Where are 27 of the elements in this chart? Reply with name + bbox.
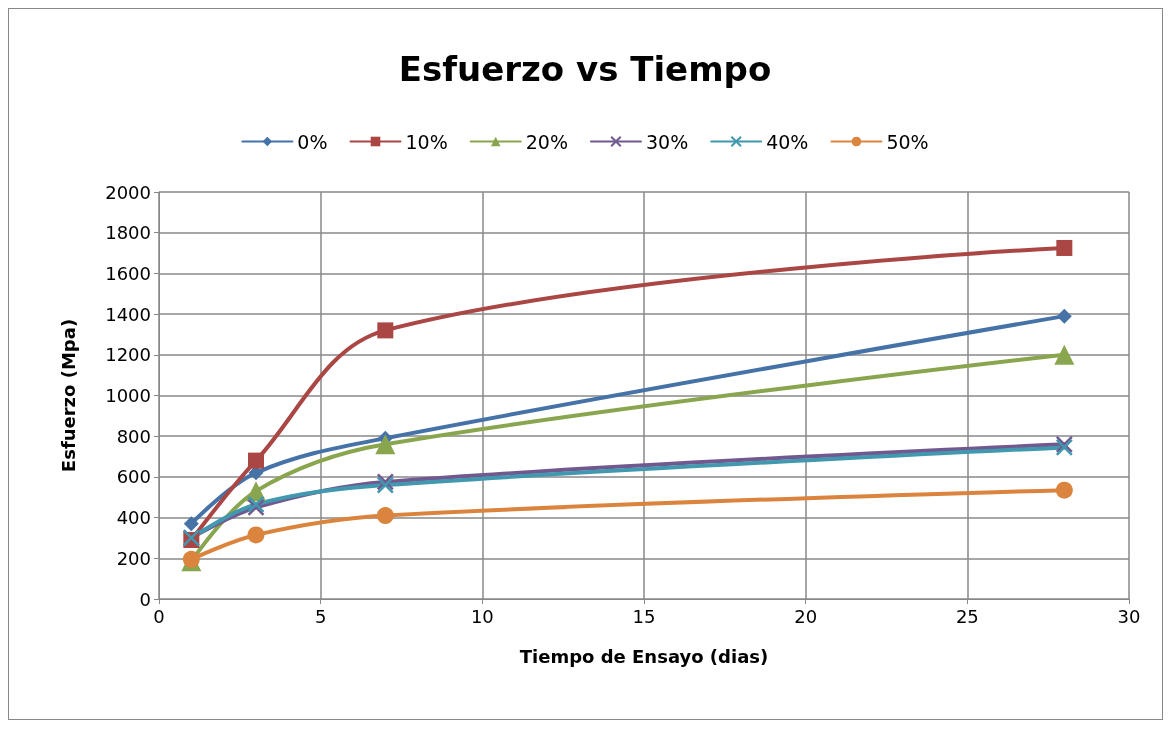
x-tick-label: 20: [794, 605, 818, 627]
legend-label: 40%: [766, 130, 809, 153]
y-tick-label: 1200: [105, 344, 151, 366]
y-tick-label: 1000: [105, 385, 151, 406]
legend-label: 10%: [405, 130, 448, 153]
y-tick-label: 1600: [105, 262, 151, 284]
legend-label: 0%: [297, 130, 328, 153]
y-axis-title: Esfuerzo (Mpa): [57, 318, 79, 473]
chart-title: Esfuerzo vs Tiempo: [398, 49, 772, 89]
y-tick-label: 200: [116, 547, 151, 569]
y-tick-label: 2000: [105, 181, 151, 203]
y-tick-label: 600: [116, 466, 151, 488]
legend-label: 50%: [886, 130, 929, 153]
legend-label: 20%: [525, 130, 568, 153]
x-tick-label: 0: [153, 605, 165, 627]
x-axis-title: Tiempo de Ensayo (dias): [519, 645, 769, 667]
y-tick-label: 800: [116, 425, 151, 447]
legend-label: 30%: [645, 130, 689, 153]
x-tick-label: 10: [470, 605, 494, 627]
x-tick-label: 25: [955, 605, 979, 627]
y-tick-label: 1800: [105, 222, 151, 244]
x-tick-label: 5: [314, 605, 327, 627]
x-tick-label: 15: [632, 605, 656, 627]
y-tick-label: 0: [139, 588, 151, 610]
y-tick-label: 1400: [105, 303, 151, 325]
y-tick-label: 400: [116, 507, 151, 529]
x-tick-label: 30: [1117, 605, 1141, 627]
